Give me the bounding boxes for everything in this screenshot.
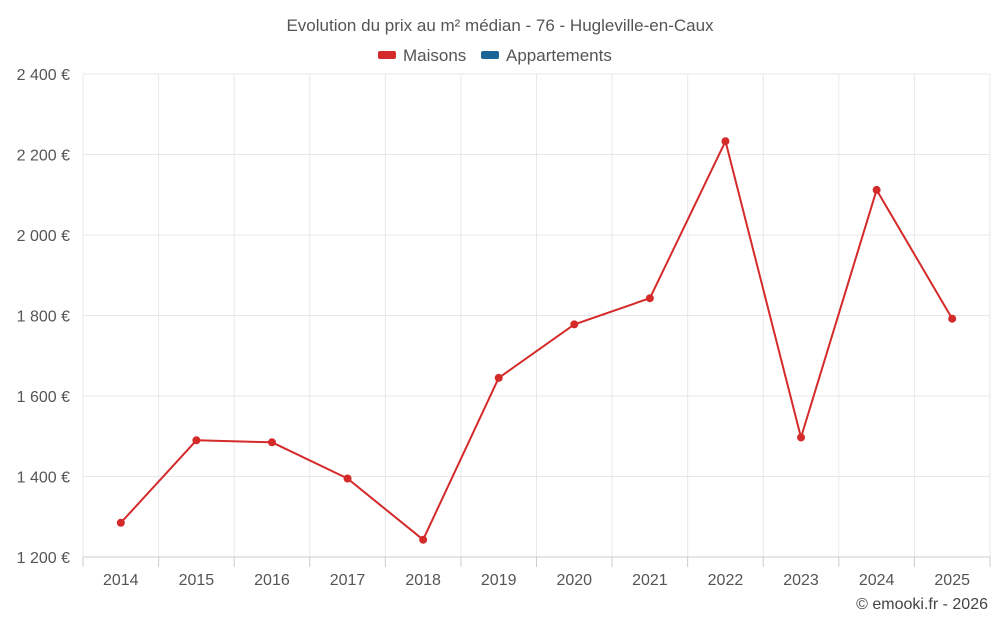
y-tick-label: 2 000 € (17, 228, 70, 245)
x-tick-label: 2023 (783, 572, 819, 589)
legend-swatch-appartements (481, 51, 499, 59)
y-tick-label: 2 200 € (17, 148, 70, 165)
x-tick-label: 2014 (103, 572, 139, 589)
legend-label-maisons: Maisons (403, 46, 466, 65)
series-line (120, 140, 954, 541)
x-tick-label: 2022 (708, 572, 744, 589)
grid (82, 73, 991, 557)
legend: Maisons Appartements (378, 46, 612, 65)
x-tick-label: 2021 (632, 572, 668, 589)
x-tick-label: 2025 (934, 572, 970, 589)
x-tick-label: 2024 (859, 572, 895, 589)
axes: 1 200 € 1 400 € 1 600 € 1 800 € 2 000 € 2 200… (17, 67, 991, 589)
data-point[interactable] (721, 137, 730, 146)
data-point[interactable] (948, 314, 957, 323)
x-tick-label: 2016 (254, 572, 290, 589)
data-point[interactable] (872, 185, 881, 194)
legend-label-appartements: Appartements (506, 46, 612, 65)
y-tick-label: 1 600 € (17, 389, 70, 406)
x-tick-label: 2018 (405, 572, 441, 589)
data-point[interactable] (570, 320, 579, 329)
data-point[interactable] (494, 373, 503, 382)
legend-item-appartements[interactable]: Appartements (481, 46, 612, 65)
y-tick-label: 1 200 € (17, 550, 70, 567)
legend-item-maisons[interactable]: Maisons (378, 46, 466, 65)
data-point[interactable] (645, 294, 654, 303)
y-tick-label: 2 400 € (17, 67, 70, 84)
data-point[interactable] (797, 433, 806, 442)
y-tick-label: 1 400 € (17, 470, 70, 487)
data-point[interactable] (116, 518, 125, 527)
y-tick-label: 1 800 € (17, 309, 70, 326)
legend-swatch-maisons (378, 51, 396, 59)
x-tick-label: 2020 (556, 572, 592, 589)
x-tick-label: 2019 (481, 572, 517, 589)
data-point[interactable] (192, 436, 201, 445)
chart-title: Evolution du prix au m² médian - 76 - Hu… (286, 16, 714, 35)
credit-text: © emooki.fr - 2026 (856, 596, 988, 613)
x-tick-label: 2015 (179, 572, 215, 589)
series-maisons (116, 137, 957, 544)
data-point[interactable] (419, 535, 428, 544)
x-tick-label: 2017 (330, 572, 366, 589)
data-point[interactable] (267, 438, 276, 447)
data-point[interactable] (343, 474, 352, 483)
